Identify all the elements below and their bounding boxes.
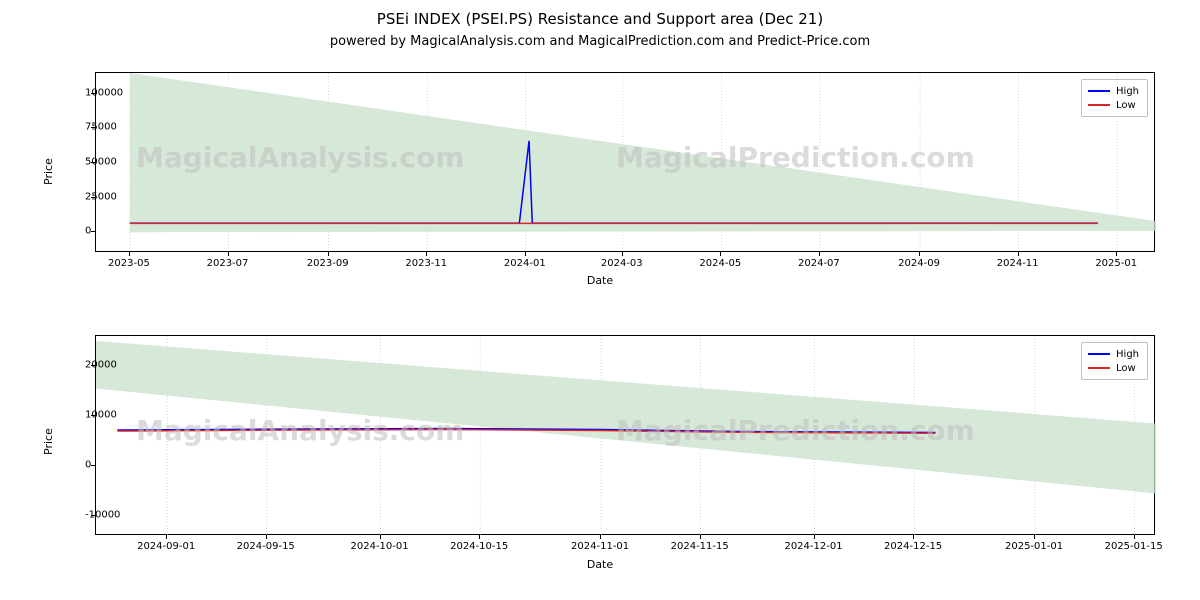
- x-tick-label: 2024-11-15: [671, 541, 729, 552]
- legend-swatch: [1088, 367, 1110, 369]
- legend: High Low: [1081, 342, 1148, 380]
- chart-top: MagicalAnalysis.com MagicalPrediction.co…: [95, 72, 1155, 252]
- legend-swatch: [1088, 90, 1110, 92]
- legend-swatch: [1088, 353, 1110, 355]
- x-tick-label: 2024-10-01: [351, 541, 409, 552]
- legend-label: High: [1116, 349, 1139, 360]
- x-tick-label: 2023-05: [108, 258, 150, 269]
- y-axis-label: Price: [42, 428, 55, 455]
- x-tick-label: 2023-11: [405, 258, 447, 269]
- x-tick-label: 2024-12-01: [784, 541, 842, 552]
- legend-label: High: [1116, 86, 1139, 97]
- x-axis-label: Date: [0, 274, 1200, 287]
- legend-label: Low: [1116, 363, 1136, 374]
- x-tick-label: 2024-11-01: [571, 541, 629, 552]
- legend-swatch: [1088, 104, 1110, 106]
- x-tick-label: 2024-09: [898, 258, 940, 269]
- legend-item-low: Low: [1088, 98, 1139, 112]
- chart-top-svg: [96, 73, 1156, 253]
- x-tick-label: 2025-01: [1095, 258, 1137, 269]
- x-tick-label: 2023-09: [307, 258, 349, 269]
- legend-label: Low: [1116, 100, 1136, 111]
- figure: { "title_main": "PSEi INDEX (PSEI.PS) Re…: [0, 0, 1200, 600]
- x-tick-label: 2024-12-15: [884, 541, 942, 552]
- legend-item-high: High: [1088, 347, 1139, 361]
- x-tick-label: 2024-07: [798, 258, 840, 269]
- x-tick-label: 2023-07: [207, 258, 249, 269]
- y-axis-label: Price: [42, 158, 55, 185]
- x-axis-label: Date: [0, 558, 1200, 571]
- x-tick-label: 2024-10-15: [450, 541, 508, 552]
- x-tick-label: 2024-03: [601, 258, 643, 269]
- chart-title-main: PSEi INDEX (PSEI.PS) Resistance and Supp…: [0, 10, 1200, 28]
- x-tick-label: 2025-01-01: [1005, 541, 1063, 552]
- legend-item-high: High: [1088, 84, 1139, 98]
- legend: High Low: [1081, 79, 1148, 117]
- chart-bottom: MagicalAnalysis.com MagicalPrediction.co…: [95, 335, 1155, 535]
- x-tick-label: 2024-09-01: [137, 541, 195, 552]
- x-tick-label: 2024-09-15: [237, 541, 295, 552]
- x-tick-label: 2024-01: [504, 258, 546, 269]
- chart-title-sub: powered by MagicalAnalysis.com and Magic…: [0, 34, 1200, 49]
- legend-item-low: Low: [1088, 361, 1139, 375]
- x-tick-label: 2024-11: [997, 258, 1039, 269]
- chart-bottom-svg: [96, 336, 1156, 536]
- x-tick-label: 2024-05: [699, 258, 741, 269]
- x-tick-label: 2025-01-15: [1105, 541, 1163, 552]
